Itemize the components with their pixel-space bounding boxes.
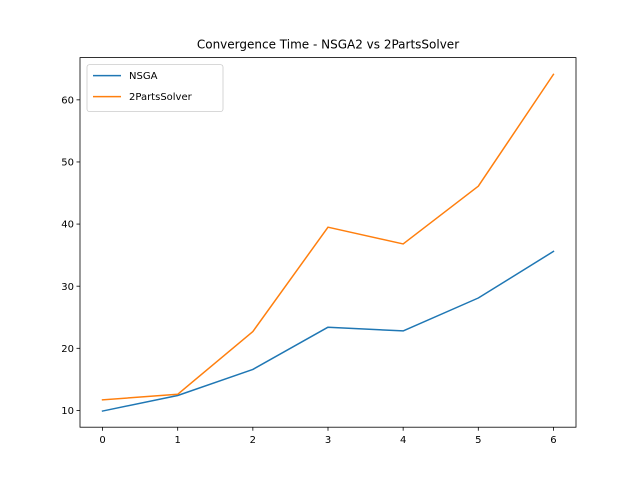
y-tick-label: 50	[61, 158, 74, 169]
x-axis-ticks: 0 1 2 3 4 5 6	[99, 427, 557, 446]
x-tick-label: 4	[400, 435, 406, 446]
y-tick-label: 10	[61, 406, 74, 417]
y-tick-label: 40	[61, 220, 74, 231]
y-tick-label: 60	[61, 95, 74, 106]
legend-label: NSGA	[129, 71, 158, 82]
y-tick-label: 20	[61, 344, 74, 355]
x-tick-label: 5	[475, 435, 481, 446]
series-line-nsga	[101, 250, 555, 412]
series-line-2partssolver	[101, 73, 555, 401]
x-tick-label: 6	[550, 435, 556, 446]
x-tick-label: 3	[325, 435, 331, 446]
y-tick-label: 30	[61, 282, 74, 293]
plot-frame	[79, 57, 577, 428]
x-tick-label: 1	[175, 435, 181, 446]
x-tick-label: 0	[99, 435, 105, 446]
x-tick-label: 2	[250, 435, 256, 446]
y-axis-ticks: 10 20 30 40 50 60	[61, 95, 80, 417]
series-lines	[101, 73, 555, 412]
chart-title: Convergence Time - NSGA2 vs 2PartsSolver	[197, 38, 459, 52]
legend-label: 2PartsSolver	[129, 92, 193, 103]
plot-area	[80, 57, 576, 428]
legend: NSGA 2PartsSolver	[86, 64, 224, 112]
